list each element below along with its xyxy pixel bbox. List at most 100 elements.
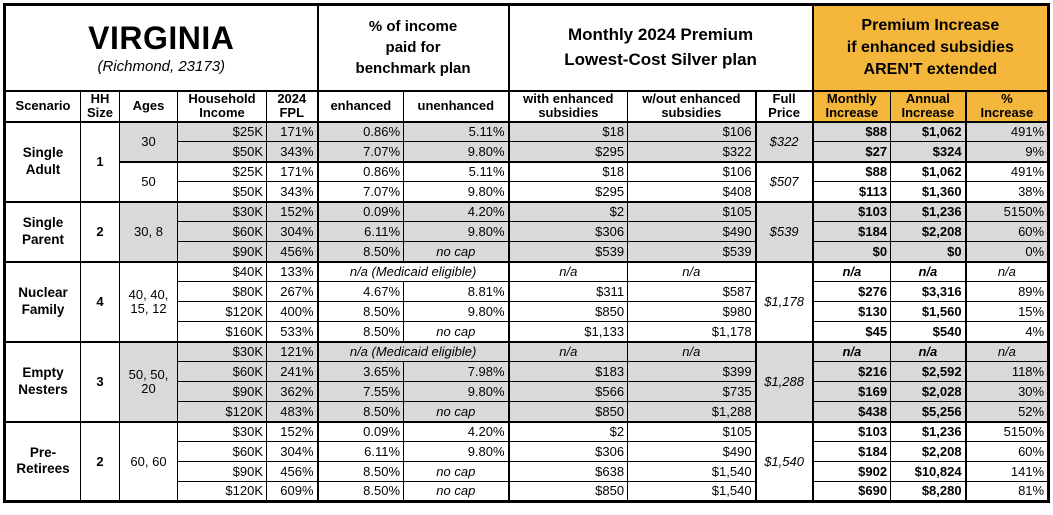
with-subsidies-cell: $306	[508, 221, 629, 243]
monthly-increase-cell: $130	[812, 301, 892, 323]
monthly-increase-cell: $902	[812, 461, 892, 483]
annual-increase-cell: $8,280	[890, 481, 967, 503]
fpl-cell: 121%	[265, 341, 319, 363]
col-header-ages: Ages	[119, 89, 178, 123]
monthly-increase-cell: $88	[812, 121, 892, 143]
fpl-cell: 609%	[265, 481, 319, 503]
premium-comparison-table: VIRGINIA (Richmond, 23173) % of income p…	[3, 3, 1051, 504]
income-cell: $25K	[177, 161, 267, 183]
unenhanced-cell: 8.81%	[403, 281, 510, 303]
fpl-cell: 343%	[265, 181, 319, 203]
monthly-increase-cell: $438	[812, 401, 892, 423]
col-header-monthly-increase: Monthly Increase	[812, 89, 892, 123]
enhanced-cell: 6.11%	[317, 441, 405, 463]
hh-size-cell: 4	[80, 261, 120, 343]
annual-increase-cell: $1,236	[890, 421, 967, 443]
enhanced-cell: 8.50%	[317, 241, 405, 263]
enhanced-cell: 8.50%	[317, 461, 405, 483]
fpl-cell: 304%	[265, 221, 319, 243]
table-row: $90K 362% 7.55% 9.80% $566 $735 $169 $2,…	[5, 381, 1050, 403]
wout-subsidies-cell: $399	[627, 361, 757, 383]
col-header-household-income: Household Income	[177, 89, 267, 123]
with-subsidies-cell: $1,133	[508, 321, 629, 343]
unenhanced-cell: 9.80%	[403, 441, 510, 463]
income-cell: $30K	[177, 341, 267, 363]
fpl-cell: 241%	[265, 361, 319, 383]
ages-cell: 30	[119, 121, 178, 163]
unenhanced-cell: 5.11%	[403, 161, 510, 183]
unenhanced-cell: 4.20%	[403, 421, 510, 443]
annual-increase-cell: $2,592	[890, 361, 967, 383]
with-subsidies-cell: $638	[508, 461, 629, 483]
ages-cell: 30, 8	[119, 201, 178, 263]
col-header-fpl: 2024 FPL	[265, 89, 319, 123]
income-cell: $90K	[177, 381, 267, 403]
with-subsidies-cell: $183	[508, 361, 629, 383]
unenhanced-cell: 9.80%	[403, 221, 510, 243]
wout-subsidies-cell: $1,540	[627, 481, 757, 503]
state-title: VIRGINIA	[88, 19, 235, 56]
income-cell: $40K	[177, 261, 267, 283]
unenhanced-cell: 5.11%	[403, 121, 510, 143]
full-price-cell: $507	[755, 161, 814, 203]
col-header-wout-subsidies: w/out enhanced subsidies	[627, 89, 757, 123]
annual-increase-cell: $1,360	[890, 181, 967, 203]
monthly-increase-cell: $0	[812, 241, 892, 263]
annual-increase-cell: n/a	[890, 341, 967, 363]
with-subsidies-cell: $850	[508, 481, 629, 503]
ages-cell: 60, 60	[119, 421, 178, 503]
monthly-increase-cell: $88	[812, 161, 892, 183]
hh-size-cell: 2	[80, 421, 120, 503]
with-subsidies-cell: $295	[508, 141, 629, 163]
monthly-increase-cell: $184	[812, 441, 892, 463]
wout-subsidies-cell: $408	[627, 181, 757, 203]
fpl-cell: 171%	[265, 161, 319, 183]
with-subsidies-cell: n/a	[508, 341, 629, 363]
ages-cell: 50	[119, 161, 178, 203]
unenhanced-cell: 7.98%	[403, 361, 510, 383]
hh-size-cell: 1	[80, 121, 120, 203]
pct-increase-cell: 5150%	[965, 201, 1050, 223]
unenhanced-cell: no cap	[403, 241, 510, 263]
unenhanced-cell: no cap	[403, 321, 510, 343]
col-header-scenario: Scenario	[4, 89, 81, 123]
enhanced-cell: 8.50%	[317, 321, 405, 343]
with-subsidies-cell: $850	[508, 301, 629, 323]
fpl-cell: 456%	[265, 461, 319, 483]
enhanced-cell: 0.09%	[317, 201, 405, 223]
table-title: VIRGINIA (Richmond, 23173)	[3, 4, 319, 92]
ages-cell: 40, 40, 15, 12	[119, 261, 178, 343]
wout-subsidies-cell: $1,540	[627, 461, 757, 483]
with-subsidies-cell: n/a	[508, 261, 629, 283]
table-row: $60K 241% 3.65% 7.98% $183 $399 $216 $2,…	[5, 361, 1050, 383]
wout-subsidies-cell: $587	[627, 281, 757, 303]
annual-increase-cell: $540	[890, 321, 967, 343]
monthly-increase-cell: $103	[812, 201, 892, 223]
enhanced-cell: 8.50%	[317, 481, 405, 503]
annual-increase-cell: $1,062	[890, 161, 967, 183]
with-subsidies-cell: $18	[508, 121, 629, 143]
full-price-cell: $1,178	[755, 261, 814, 343]
pct-increase-cell: 4%	[965, 321, 1050, 343]
pct-increase-cell: 60%	[965, 221, 1050, 243]
wout-subsidies-cell: $1,178	[627, 321, 757, 343]
wout-subsidies-cell: $980	[627, 301, 757, 323]
hh-size-cell: 3	[80, 341, 120, 423]
with-subsidies-cell: $2	[508, 201, 629, 223]
fpl-cell: 152%	[265, 201, 319, 223]
pct-increase-cell: 491%	[965, 121, 1050, 143]
pct-increase-cell: 38%	[965, 181, 1050, 203]
with-subsidies-cell: $295	[508, 181, 629, 203]
fpl-cell: 483%	[265, 401, 319, 423]
table-row: $160K 533% 8.50% no cap $1,133 $1,178 $4…	[5, 321, 1050, 343]
enhanced-cell: 0.86%	[317, 161, 405, 183]
annual-increase-cell: $5,256	[890, 401, 967, 423]
enhanced-cell: 4.67%	[317, 281, 405, 303]
enhanced-cell: 0.86%	[317, 121, 405, 143]
monthly-increase-cell: $276	[812, 281, 892, 303]
with-subsidies-cell: $539	[508, 241, 629, 263]
income-cell: $50K	[177, 181, 267, 203]
wout-subsidies-cell: $105	[627, 201, 757, 223]
wout-subsidies-cell: $106	[627, 161, 757, 183]
col-header-enhanced: enhanced	[317, 89, 405, 123]
